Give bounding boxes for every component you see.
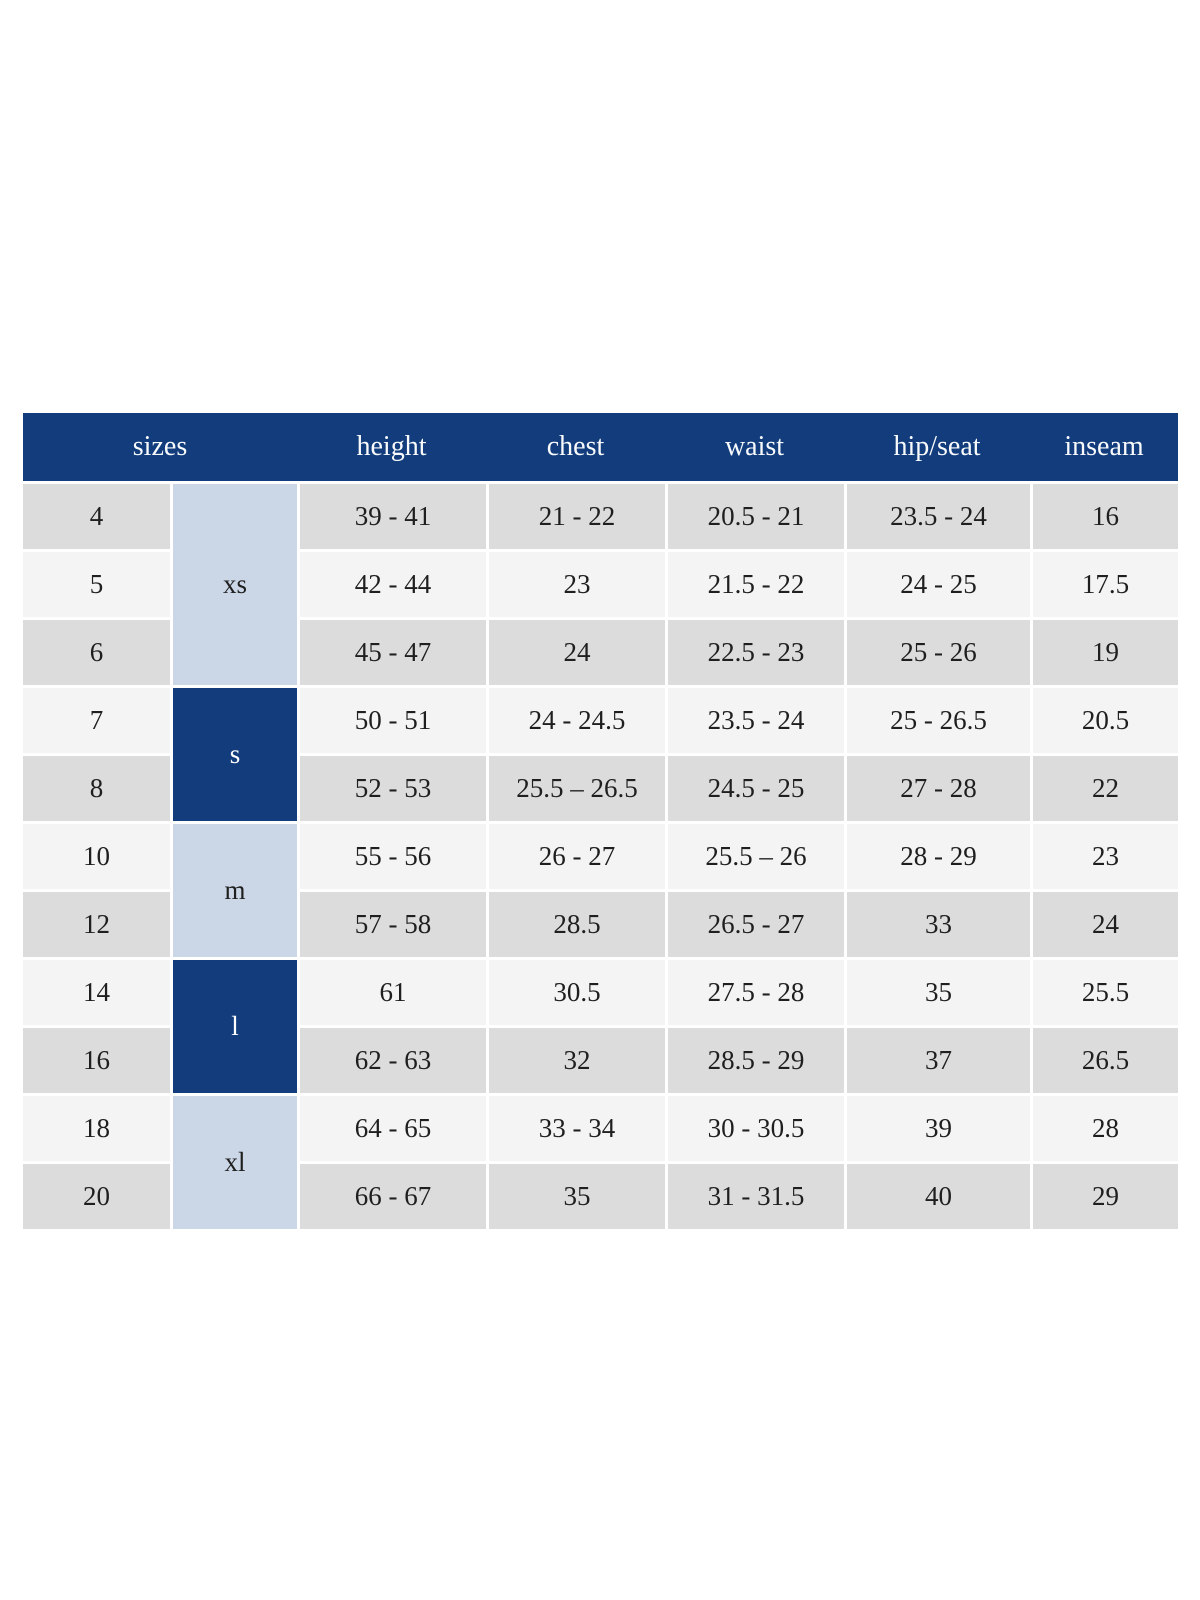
height-value: 50 - 51 <box>297 685 486 753</box>
inseam-value: 25.5 <box>1030 957 1178 1025</box>
column-header-waist: waist <box>665 413 844 481</box>
height-value: 39 - 41 <box>297 481 486 549</box>
chest-value: 32 <box>486 1025 665 1093</box>
table-row-size-14: 14 l 61 30.5 27.5 - 28 35 25.5 <box>23 957 1178 1093</box>
size-group-xs: xs <box>170 481 297 685</box>
waist-value: 21.5 - 22 <box>665 549 844 617</box>
waist-value: 22.5 - 23 <box>665 617 844 685</box>
height-value: 62 - 63 <box>297 1025 486 1093</box>
size-group-xl: xl <box>170 1093 297 1229</box>
inseam-value: 28 <box>1030 1093 1178 1161</box>
table-row-size-10: 10 m 55 - 56 26 - 27 25.5 – 26 28 - 29 23 <box>23 821 1178 957</box>
chest-value: 28.5 <box>486 889 665 957</box>
waist-value: 20.5 - 21 <box>665 481 844 549</box>
table-row-size-4: 4 xs 39 - 41 21 - 22 20.5 - 21 23.5 - 24 16 <box>23 481 1178 685</box>
column-header-hip-seat: hip/seat <box>844 413 1030 481</box>
inseam-value: 20.5 <box>1030 685 1178 753</box>
chest-value: 30.5 <box>486 957 665 1025</box>
inseam-value: 22 <box>1030 753 1178 821</box>
height-value: 66 - 67 <box>297 1161 486 1229</box>
column-header-chest: chest <box>486 413 665 481</box>
size-value: 7 <box>23 685 170 753</box>
chest-value: 35 <box>486 1161 665 1229</box>
size-value: 8 <box>23 753 170 821</box>
chest-value: 24 - 24.5 <box>486 685 665 753</box>
hip-seat-value: 24 - 25 <box>844 549 1030 617</box>
size-value: 16 <box>23 1025 170 1093</box>
hip-seat-value: 35 <box>844 957 1030 1025</box>
inseam-value: 17.5 <box>1030 549 1178 617</box>
inseam-value: 19 <box>1030 617 1178 685</box>
inseam-value: 23 <box>1030 821 1178 889</box>
waist-value: 25.5 – 26 <box>665 821 844 889</box>
height-value: 42 - 44 <box>297 549 486 617</box>
size-value: 4 <box>23 481 170 549</box>
table-row-size-16: 16 62 - 63 32 28.5 - 29 37 26.5 <box>23 1025 1178 1093</box>
chest-value: 33 - 34 <box>486 1093 665 1161</box>
hip-seat-value: 25 - 26.5 <box>844 685 1030 753</box>
table-row-size-8: 8 52 - 53 25.5 – 26.5 24.5 - 25 27 - 28 22 <box>23 753 1178 821</box>
waist-value: 27.5 - 28 <box>665 957 844 1025</box>
column-header-height: height <box>297 413 486 481</box>
size-group-m: m <box>170 821 297 957</box>
hip-seat-value: 40 <box>844 1161 1030 1229</box>
column-header-sizes: sizes <box>23 413 297 481</box>
table-body: 4 xs 39 - 41 21 - 22 20.5 - 21 23.5 - 24 16 5 42… <box>23 481 1178 1229</box>
height-value: 52 - 53 <box>297 753 486 821</box>
chest-value: 23 <box>486 549 665 617</box>
column-header-inseam: inseam <box>1030 413 1178 481</box>
inseam-value: 26.5 <box>1030 1025 1178 1093</box>
hip-seat-value: 25 - 26 <box>844 617 1030 685</box>
size-value: 18 <box>23 1093 170 1161</box>
hip-seat-value: 27 - 28 <box>844 753 1030 821</box>
table-header: sizes height chest waist hip/seat inseam <box>23 413 1178 481</box>
table-row-size-12: 12 57 - 58 28.5 26.5 - 27 33 24 <box>23 889 1178 957</box>
table-row-size-5: 5 42 - 44 23 21.5 - 22 24 - 25 17.5 <box>23 549 1178 617</box>
chest-value: 25.5 – 26.5 <box>486 753 665 821</box>
inseam-value: 29 <box>1030 1161 1178 1229</box>
table-row-size-18: 18 xl 64 - 65 33 - 34 30 - 30.5 39 28 <box>23 1093 1178 1229</box>
size-group-s: s <box>170 685 297 821</box>
inseam-value: 24 <box>1030 889 1178 957</box>
size-value: 6 <box>23 617 170 685</box>
waist-value: 30 - 30.5 <box>665 1093 844 1161</box>
chest-value: 21 - 22 <box>486 481 665 549</box>
height-value: 64 - 65 <box>297 1093 486 1161</box>
table-row-size-20: 20 66 - 67 35 31 - 31.5 40 29 <box>23 1161 1178 1229</box>
size-group-l: l <box>170 957 297 1093</box>
hip-seat-value: 23.5 - 24 <box>844 481 1030 549</box>
waist-value: 23.5 - 24 <box>665 685 844 753</box>
size-chart: sizes height chest waist hip/seat inseam 4 xs 3… <box>23 413 1178 1229</box>
hip-seat-value: 39 <box>844 1093 1030 1161</box>
height-value: 45 - 47 <box>297 617 486 685</box>
chest-value: 24 <box>486 617 665 685</box>
waist-value: 26.5 - 27 <box>665 889 844 957</box>
size-value: 14 <box>23 957 170 1025</box>
inseam-value: 16 <box>1030 481 1178 549</box>
size-value: 5 <box>23 549 170 617</box>
chest-value: 26 - 27 <box>486 821 665 889</box>
hip-seat-value: 37 <box>844 1025 1030 1093</box>
waist-value: 24.5 - 25 <box>665 753 844 821</box>
size-value: 10 <box>23 821 170 889</box>
height-value: 57 - 58 <box>297 889 486 957</box>
waist-value: 28.5 - 29 <box>665 1025 844 1093</box>
table-row-size-7: 7 s 50 - 51 24 - 24.5 23.5 - 24 25 - 26.5 20.5 <box>23 685 1178 821</box>
size-value: 12 <box>23 889 170 957</box>
hip-seat-value: 33 <box>844 889 1030 957</box>
waist-value: 31 - 31.5 <box>665 1161 844 1229</box>
table-row-size-6: 6 45 - 47 24 22.5 - 23 25 - 26 19 <box>23 617 1178 685</box>
height-value: 61 <box>297 957 486 1025</box>
height-value: 55 - 56 <box>297 821 486 889</box>
hip-seat-value: 28 - 29 <box>844 821 1030 889</box>
header-row: sizes height chest waist hip/seat inseam <box>23 413 1178 481</box>
size-value: 20 <box>23 1161 170 1229</box>
size-chart-table: sizes height chest waist hip/seat inseam 4 xs 3… <box>23 413 1178 1229</box>
